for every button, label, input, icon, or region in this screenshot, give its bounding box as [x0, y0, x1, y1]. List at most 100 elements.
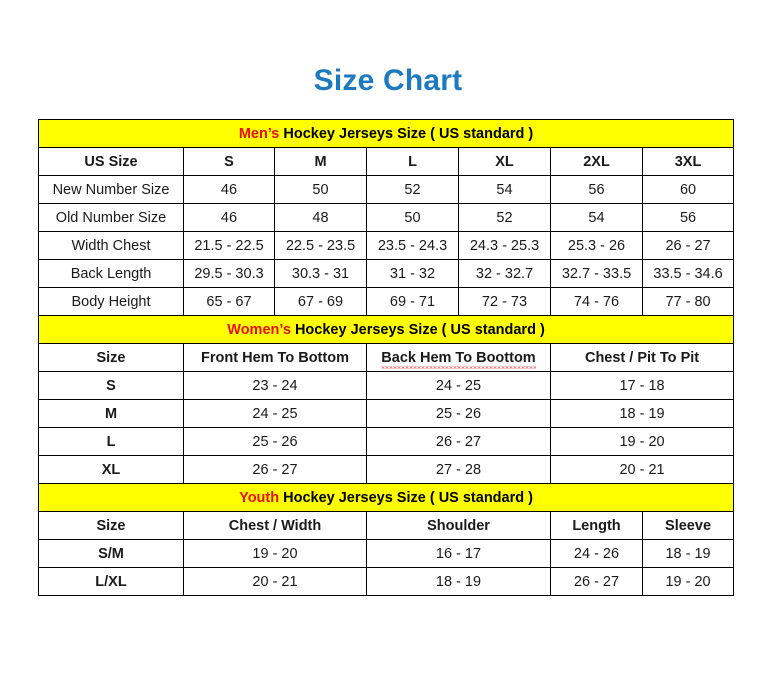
- table-row: M 24 - 25 25 - 26 18 - 19: [38, 399, 735, 428]
- cell-mens-2-0: 21.5 - 22.5: [183, 231, 275, 260]
- size-chart-table-container: Men’s Hockey Jerseys Size ( US standard …: [37, 119, 735, 596]
- cell-womens-0-1: 24 - 25: [366, 371, 551, 400]
- cell-womens-2-2: 19 - 20: [549, 427, 735, 456]
- table-row: XL 26 - 27 27 - 28 20 - 21: [38, 455, 735, 484]
- section-banner-mens: Men’s Hockey Jerseys Size ( US standard …: [37, 119, 735, 148]
- table-row: New Number Size 46 50 52 54 56 60: [38, 175, 735, 204]
- cell-mens-2-2: 23.5 - 24.3: [366, 231, 459, 260]
- cell-youth-1-3: 19 - 20: [641, 567, 735, 596]
- row-label-old-number-size: Old Number Size: [38, 203, 184, 232]
- cell-mens-3-1: 30.3 - 31: [274, 259, 367, 288]
- cell-womens-1-1: 25 - 26: [366, 399, 551, 428]
- column-header-youth-1: Chest / Width: [183, 511, 367, 540]
- cell-mens-3-5: 33.5 - 34.6: [641, 259, 735, 288]
- misspelled-header-text: Back Hem To Boottom: [381, 349, 537, 369]
- cell-mens-0-1: 50: [274, 175, 367, 204]
- cell-youth-0-1: 16 - 17: [366, 539, 551, 568]
- cell-youth-1-0: 20 - 21: [183, 567, 367, 596]
- row-label-womens-s: S: [38, 371, 184, 400]
- cell-mens-4-0: 65 - 67: [183, 287, 275, 316]
- table-row: L/XL 20 - 21 18 - 19 26 - 27 19 - 20: [38, 567, 735, 596]
- row-label-back-length: Back Length: [38, 259, 184, 288]
- table-row: Body Height 65 - 67 67 - 69 69 - 71 72 -…: [38, 287, 735, 316]
- column-header-womens-2: Back Hem To Boottom: [366, 343, 551, 372]
- row-label-youth-sm: S/M: [38, 539, 184, 568]
- table-row: Old Number Size 46 48 50 52 54 56: [38, 203, 735, 232]
- cell-mens-4-5: 77 - 80: [641, 287, 735, 316]
- cell-mens-3-4: 32.7 - 33.5: [550, 259, 643, 288]
- cell-mens-0-3: 54: [458, 175, 551, 204]
- cell-mens-3-0: 29.5 - 30.3: [183, 259, 275, 288]
- cell-womens-1-0: 24 - 25: [183, 399, 367, 428]
- section-banner-rest-womens: Hockey Jerseys Size ( US standard ): [290, 321, 545, 338]
- section-banner-rest-mens: Hockey Jerseys Size ( US standard ): [279, 125, 534, 142]
- cell-mens-2-1: 22.5 - 23.5: [274, 231, 367, 260]
- column-header-row-mens: US Size S M L XL 2XL 3XL: [38, 147, 735, 176]
- table-row: S 23 - 24 24 - 25 17 - 18: [38, 371, 735, 400]
- cell-mens-0-2: 52: [366, 175, 459, 204]
- cell-mens-0-4: 56: [550, 175, 643, 204]
- cell-youth-1-1: 18 - 19: [366, 567, 551, 596]
- cell-mens-4-1: 67 - 69: [274, 287, 367, 316]
- section-banner-accent-mens: Men’s: [238, 125, 280, 142]
- cell-mens-3-3: 32 - 32.7: [458, 259, 551, 288]
- table-row: L 25 - 26 26 - 27 19 - 20: [38, 427, 735, 456]
- cell-mens-1-2: 50: [366, 203, 459, 232]
- cell-mens-3-2: 31 - 32: [366, 259, 459, 288]
- table-row: Width Chest 21.5 - 22.5 22.5 - 23.5 23.5…: [38, 231, 735, 260]
- page-title: Size Chart: [313, 64, 463, 97]
- row-label-youth-lxl: L/XL: [38, 567, 184, 596]
- cell-mens-1-1: 48: [274, 203, 367, 232]
- size-chart-body: Men’s Hockey Jerseys Size ( US standard …: [37, 119, 735, 596]
- table-row: S/M 19 - 20 16 - 17 24 - 26 18 - 19: [38, 539, 735, 568]
- column-header-mens-6: 3XL: [641, 147, 735, 176]
- column-header-row-youth: Size Chest / Width Shoulder Length Sleev…: [38, 511, 735, 540]
- cell-womens-0-0: 23 - 24: [183, 371, 367, 400]
- cell-youth-0-3: 18 - 19: [641, 539, 735, 568]
- cell-mens-0-0: 46: [183, 175, 275, 204]
- cell-mens-1-0: 46: [183, 203, 275, 232]
- column-header-youth-0: Size: [38, 511, 184, 540]
- column-header-mens-5: 2XL: [550, 147, 643, 176]
- column-header-womens-1: Front Hem To Bottom: [183, 343, 367, 372]
- cell-mens-4-2: 69 - 71: [366, 287, 459, 316]
- cell-mens-1-3: 52: [458, 203, 551, 232]
- section-banner-accent-youth: Youth: [239, 489, 280, 506]
- column-header-mens-0: US Size: [38, 147, 184, 176]
- row-label-new-number-size: New Number Size: [38, 175, 184, 204]
- cell-womens-3-1: 27 - 28: [366, 455, 551, 484]
- cell-mens-4-4: 74 - 76: [550, 287, 643, 316]
- cell-womens-2-0: 25 - 26: [183, 427, 367, 456]
- cell-womens-3-0: 26 - 27: [183, 455, 367, 484]
- cell-mens-1-5: 56: [641, 203, 735, 232]
- column-header-womens-0: Size: [38, 343, 184, 372]
- column-header-mens-3: L: [366, 147, 459, 176]
- size-chart-table: Men’s Hockey Jerseys Size ( US standard …: [37, 119, 735, 596]
- section-banner-womens: Women’s Hockey Jerseys Size ( US standar…: [37, 315, 735, 344]
- column-header-womens-3: Chest / Pit To Pit: [549, 343, 735, 372]
- column-header-mens-1: S: [183, 147, 275, 176]
- cell-mens-1-4: 54: [550, 203, 643, 232]
- column-header-mens-2: M: [274, 147, 367, 176]
- cell-mens-2-4: 25.3 - 26: [550, 231, 643, 260]
- cell-womens-3-2: 20 - 21: [549, 455, 735, 484]
- cell-womens-0-2: 17 - 18: [549, 371, 735, 400]
- row-label-width-chest: Width Chest: [38, 231, 184, 260]
- row-label-body-height: Body Height: [38, 287, 184, 316]
- row-label-womens-l: L: [38, 427, 184, 456]
- section-banner-accent-womens: Women’s: [227, 321, 291, 338]
- section-banner-row-youth: Youth Hockey Jerseys Size ( US standard …: [37, 483, 735, 512]
- column-header-mens-4: XL: [458, 147, 551, 176]
- row-label-womens-m: M: [38, 399, 184, 428]
- cell-youth-0-0: 19 - 20: [183, 539, 367, 568]
- cell-womens-2-1: 26 - 27: [366, 427, 551, 456]
- cell-mens-4-3: 72 - 73: [458, 287, 551, 316]
- table-row: Back Length 29.5 - 30.3 30.3 - 31 31 - 3…: [38, 259, 735, 288]
- column-header-youth-4: Sleeve: [641, 511, 735, 540]
- section-banner-row-womens: Women’s Hockey Jerseys Size ( US standar…: [37, 315, 735, 344]
- column-header-youth-3: Length: [550, 511, 643, 540]
- column-header-youth-2: Shoulder: [366, 511, 551, 540]
- column-header-row-womens: Size Front Hem To Bottom Back Hem To Boo…: [38, 343, 735, 372]
- section-banner-rest-youth: Hockey Jerseys Size ( US standard ): [279, 489, 533, 506]
